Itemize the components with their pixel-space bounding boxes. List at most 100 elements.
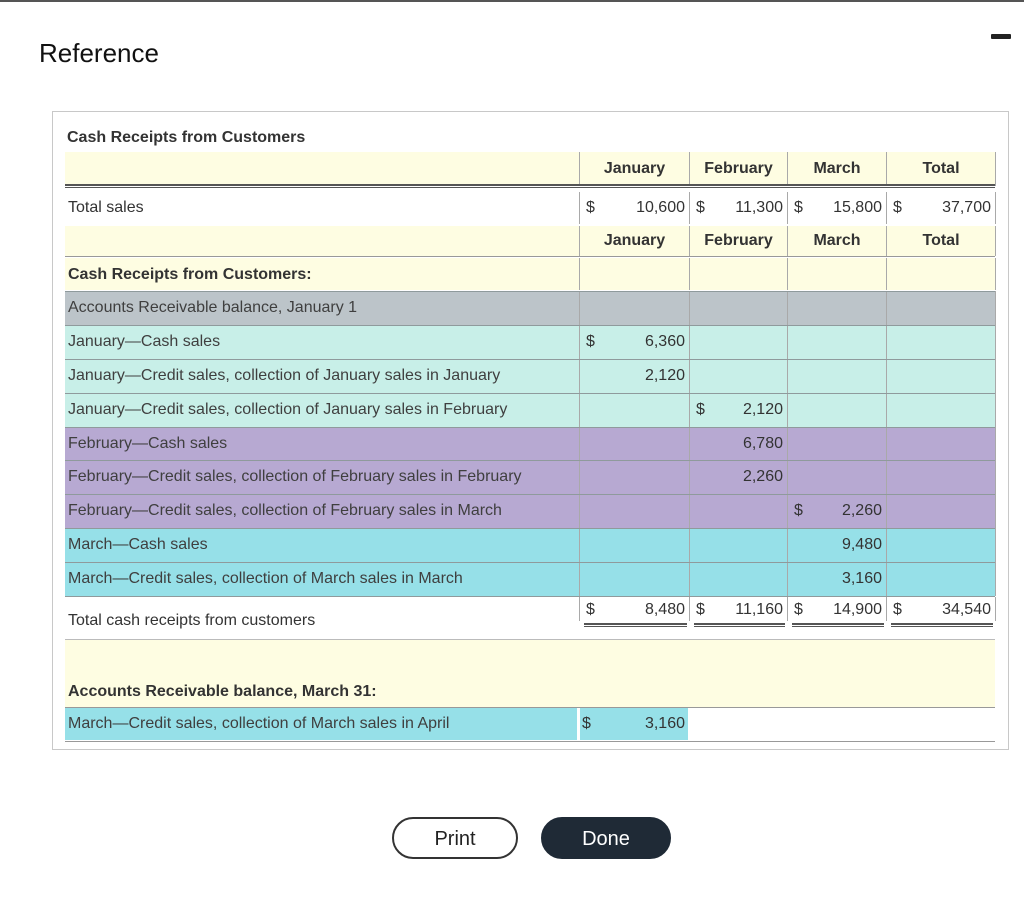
column-divider — [886, 226, 887, 256]
column-header-total: Total — [922, 160, 960, 177]
row-divider — [65, 494, 995, 495]
receipt-row — [65, 562, 995, 596]
receipts-heading: Cash Receipts from Customers: — [68, 266, 312, 283]
column-divider — [995, 258, 996, 290]
column-divider — [689, 597, 690, 621]
column-divider — [995, 359, 996, 393]
receipt-row-value-currency: $ — [794, 502, 803, 519]
column-divider — [787, 393, 788, 427]
minimize-icon[interactable] — [991, 34, 1011, 39]
column-divider — [689, 192, 690, 224]
column-header-2-february: February — [704, 232, 773, 249]
column-divider — [886, 359, 887, 393]
double-underline — [694, 623, 785, 627]
column-divider — [995, 528, 996, 562]
column-divider — [689, 359, 690, 393]
row-divider — [65, 528, 995, 529]
receipt-row-label: February—Cash sales — [68, 434, 228, 452]
receipt-row — [65, 460, 995, 494]
print-button[interactable]: Print — [392, 817, 518, 859]
ar-heading: Accounts Receivable balance, March 31: — [68, 683, 377, 700]
total-receipts-label: Total cash receipts from customers — [68, 612, 316, 629]
column-divider — [689, 393, 690, 427]
total-sales-value: 10,600 — [636, 199, 685, 216]
column-divider — [886, 325, 887, 359]
row-divider — [65, 256, 995, 257]
receipt-row — [65, 325, 995, 359]
total-sales-value-currency: $ — [696, 199, 705, 216]
column-divider — [787, 258, 788, 290]
total-receipts-value: 14,900 — [833, 601, 882, 618]
column-divider — [689, 427, 690, 460]
total-receipts-value: 8,480 — [644, 601, 685, 618]
total-receipts-value: 34,540 — [942, 601, 991, 618]
total-receipts-currency: $ — [586, 601, 595, 618]
column-divider — [995, 460, 996, 494]
column-divider — [995, 291, 996, 325]
row-divider — [65, 741, 995, 742]
column-divider — [995, 562, 996, 596]
column-divider — [579, 562, 580, 596]
column-header-2-total: Total — [922, 232, 960, 249]
column-divider — [886, 291, 887, 325]
column-divider — [579, 597, 580, 621]
column-divider — [689, 258, 690, 290]
column-divider — [886, 258, 887, 290]
receipt-row-label: February—Credit sales, collection of Feb… — [68, 502, 502, 519]
total-sales-value: 15,800 — [833, 199, 882, 216]
receipt-row-value-currency: $ — [586, 333, 595, 350]
column-divider — [579, 494, 580, 528]
receipt-row — [65, 393, 995, 427]
double-underline — [891, 623, 993, 627]
total-receipts-currency: $ — [893, 601, 902, 618]
row-divider — [65, 596, 995, 597]
column-divider — [886, 393, 887, 427]
column-divider — [787, 152, 788, 186]
row-divider — [65, 460, 995, 461]
column-divider — [995, 152, 996, 186]
column-divider — [689, 226, 690, 256]
receipt-row-value: 9,480 — [841, 536, 882, 553]
done-button[interactable]: Done — [541, 817, 671, 859]
ar-row-currency: $ — [582, 715, 591, 732]
column-header-march: March — [813, 160, 861, 177]
column-divider — [886, 427, 887, 460]
receipt-row — [65, 494, 995, 528]
column-header-february: February — [704, 160, 773, 177]
total-sales-value: 11,300 — [735, 199, 783, 216]
column-header-2-january: January — [603, 232, 666, 249]
double-underline — [584, 623, 687, 627]
receipt-row — [65, 427, 995, 460]
column-divider — [886, 528, 887, 562]
receipt-row — [65, 359, 995, 393]
column-divider — [579, 393, 580, 427]
receipt-row-label: January—Credit sales, collection of Janu… — [68, 367, 501, 384]
total-receipts-currency: $ — [794, 601, 803, 618]
receipt-row-value: 2,260 — [841, 502, 882, 519]
column-divider — [689, 325, 690, 359]
receipt-row-value-currency: $ — [696, 401, 705, 418]
receipt-row-value: 2,120 — [742, 401, 783, 418]
total-sales-value-currency: $ — [586, 199, 595, 216]
receipt-row-label: March—Credit sales, collection of March … — [68, 570, 463, 587]
column-divider — [886, 152, 887, 186]
column-divider — [787, 359, 788, 393]
spacer-band — [65, 639, 995, 673]
column-divider — [787, 291, 788, 325]
column-divider — [787, 192, 788, 224]
column-divider — [787, 597, 788, 621]
row-divider — [65, 393, 995, 394]
total-receipts-value: 11,160 — [735, 601, 783, 618]
column-divider — [689, 460, 690, 494]
column-divider — [995, 494, 996, 528]
column-divider — [886, 494, 887, 528]
row-divider — [65, 639, 995, 640]
receipts-heading-band — [65, 258, 995, 290]
column-divider — [787, 427, 788, 460]
column-divider — [995, 597, 996, 621]
receipt-row-label: January—Credit sales, collection of Janu… — [68, 401, 508, 418]
total-sales-label: Total sales — [68, 199, 144, 216]
receipt-row-label: March—Cash sales — [68, 536, 208, 553]
column-divider — [995, 192, 996, 224]
column-divider — [787, 562, 788, 596]
